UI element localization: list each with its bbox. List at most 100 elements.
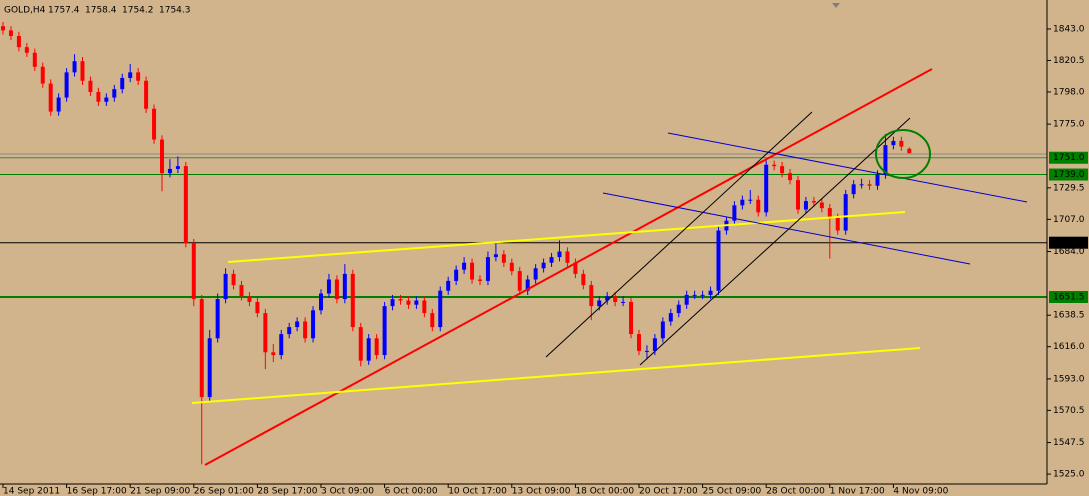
candle-body — [191, 243, 196, 300]
candle-body — [899, 140, 904, 147]
x-tick-label: 20 Oct 17:00 — [639, 487, 698, 496]
candle-body — [827, 208, 832, 218]
candle-body — [48, 83, 53, 112]
candle-body — [350, 273, 355, 328]
candle-body — [366, 338, 371, 361]
trendline — [191, 347, 921, 404]
candle-body — [231, 273, 236, 286]
candle-body — [501, 254, 506, 263]
candle-body — [819, 202, 824, 209]
candle-body — [263, 313, 268, 353]
highlight-circle — [875, 129, 931, 179]
candle-body — [708, 290, 713, 295]
candle-body — [883, 145, 888, 175]
x-tick-label: 14 Sep 2011 — [3, 487, 60, 496]
candle-body — [637, 334, 641, 351]
y-tick-label: 1820.5 — [1053, 56, 1085, 66]
candle-body — [668, 313, 673, 322]
candle-body — [517, 271, 522, 291]
candle-body — [40, 66, 45, 84]
candle-body — [8, 30, 13, 36]
ohlc-value: 1754.2 — [122, 6, 154, 16]
candle-body — [493, 254, 498, 258]
trendline — [639, 117, 911, 366]
candle-body — [215, 299, 220, 339]
candle-body — [24, 47, 29, 53]
candle-body — [573, 262, 578, 274]
candle-body — [223, 273, 228, 300]
candle-body — [319, 293, 323, 311]
candle-body — [152, 108, 157, 140]
candle-body — [732, 205, 737, 221]
candle-body — [247, 296, 252, 302]
ohlc-readout: 1757.4 1758.4 1754.2 1754.3 — [48, 6, 191, 16]
candle-body — [605, 296, 610, 301]
candle-body — [803, 201, 808, 210]
candle-body — [1, 26, 5, 31]
candle-body — [104, 97, 109, 102]
chart-title: GOLD,H4 — [4, 6, 46, 16]
ohlc-value: 1754.3 — [159, 6, 191, 16]
axes: 1843.0 1820.5 1798.0 1775.0 1729.5 1707.0 1684… — [2, 24, 1088, 496]
candle-body — [533, 268, 538, 280]
level-label: 1751.0 — [1053, 153, 1085, 163]
level-label-box — [1049, 151, 1088, 164]
candle-body — [16, 35, 21, 48]
candle-body — [565, 251, 570, 263]
candle-body — [859, 184, 864, 186]
candle-body — [136, 72, 141, 81]
trendline — [204, 68, 933, 466]
candle-body — [112, 89, 117, 98]
candle-body — [144, 80, 149, 109]
level-label: 1690.3 — [1053, 238, 1085, 248]
candle-body — [199, 299, 204, 398]
x-tick-label: 28 Sep 17:00 — [257, 487, 317, 496]
candle-body — [470, 262, 475, 280]
y-tick-label: 1638.5 — [1053, 311, 1085, 321]
candle-body — [692, 294, 697, 296]
candle-body — [629, 301, 634, 335]
level-label-box — [1049, 236, 1088, 249]
candle-body — [390, 299, 395, 307]
candle-body — [382, 306, 387, 356]
candle-body — [835, 217, 840, 231]
shift-marker — [832, 3, 840, 8]
candle-body — [167, 168, 172, 174]
levels — [0, 157, 1047, 299]
candle-body — [684, 294, 689, 305]
level-label: 1739.0 — [1053, 170, 1085, 180]
candle-body — [207, 338, 212, 398]
candle-body — [32, 52, 37, 67]
candle-body — [406, 300, 411, 305]
y-tick-label: 1547.5 — [1053, 438, 1085, 448]
candle-body — [128, 72, 133, 78]
y-tick-label: 1729.5 — [1053, 183, 1085, 193]
x-tick-label: 4 Nov 09:00 — [893, 487, 948, 496]
candle-body — [796, 180, 800, 210]
candle-body — [525, 279, 530, 291]
candle-body — [676, 304, 681, 314]
candle-body — [239, 285, 244, 297]
candle-body — [764, 164, 769, 213]
candle-body — [358, 327, 363, 361]
x-tick-label: 21 Sep 09:00 — [130, 487, 190, 496]
ohlc-value: 1758.4 — [85, 6, 117, 16]
candle-body — [891, 140, 896, 146]
x-tick-label: 10 Oct 17:00 — [448, 487, 507, 496]
level-label-box — [1049, 168, 1088, 181]
candle-body — [541, 262, 546, 269]
y-tick-label: 1616.0 — [1053, 342, 1085, 352]
y-tick-label: 1843.0 — [1053, 24, 1085, 34]
candle-body — [851, 184, 856, 195]
trendlines — [191, 68, 1028, 466]
candle-body — [183, 166, 188, 244]
x-tick-label: 16 Sep 17:00 — [67, 487, 127, 496]
candle-body — [581, 273, 586, 286]
candle-body — [438, 290, 443, 328]
x-tick-label: 25 Oct 09:00 — [703, 487, 762, 496]
candle-body — [509, 262, 514, 272]
candle-body — [422, 300, 427, 314]
candle-body — [56, 97, 61, 112]
x-tick-label: 28 Oct 00:00 — [766, 487, 825, 496]
